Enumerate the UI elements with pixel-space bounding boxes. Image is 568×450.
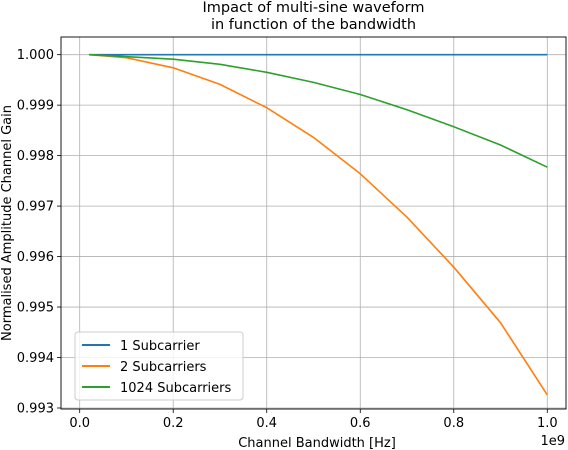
y-tick-label: 0.997 [17,200,54,215]
series-lines [89,53,548,396]
chart-title-line-1: Impact of multi-sine waveform [203,0,425,16]
legend: 1 Subcarrier 2 Subcarriers 1024 Subcarri… [74,331,244,401]
y-tick-label: 0.999 [17,99,54,114]
series-line [89,53,548,396]
x-tick-label: 1.0 [537,416,558,431]
y-tick-label: 0.993 [17,401,54,416]
series-line [89,53,548,168]
plot-frame [60,36,567,410]
y-tick-label: 0.995 [17,301,54,316]
y-tick-label: 1.000 [17,48,54,63]
x-tick-label: 0.2 [163,416,184,431]
chart-title-line-2: in function of the bandwidth [211,17,416,33]
x-tick-label: 0.0 [69,416,90,431]
y-tick-label: 0.994 [17,351,54,366]
axis-ticks: 0.0 0.2 0.4 0.6 0.8 1.0 0.993 0.994 0.995 0.996 0.… [17,48,558,431]
x-axis-label: Channel Bandwidth [Hz] [238,436,396,450]
grid-lines [61,37,566,409]
x-axis-scale-label: 1e9 [540,434,565,449]
y-tick-label: 0.996 [17,250,54,265]
legend-label: 2 Subcarriers [120,360,207,375]
y-axis-label: Normalised Amplitude Channel Gain [0,105,15,341]
x-tick-label: 0.8 [443,416,464,431]
legend-box [74,331,244,401]
y-tick-label: 0.998 [17,149,54,164]
x-tick-label: 0.4 [256,416,277,431]
legend-label: 1 Subcarrier [120,339,200,354]
x-tick-label: 0.6 [350,416,371,431]
legend-label: 1024 Subcarriers [120,381,231,396]
